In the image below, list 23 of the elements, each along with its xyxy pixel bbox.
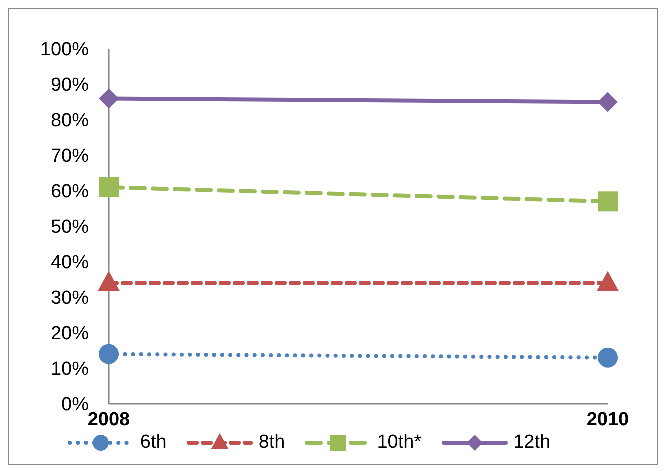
legend-label: 10th*: [377, 432, 422, 454]
y-tick-label: 50%: [50, 217, 90, 238]
y-tick-label: 0%: [62, 394, 90, 416]
x-tick-label: 2010: [586, 409, 630, 430]
legend-label: 8th: [258, 432, 286, 454]
y-tick-label: 100%: [40, 40, 90, 61]
legend-label: 12th: [514, 432, 551, 454]
y-tick-label: 80%: [50, 110, 90, 132]
y-tick-label: 40%: [50, 252, 90, 274]
y-tick-label: 10%: [50, 359, 90, 380]
point: [99, 88, 119, 109]
point: [99, 344, 119, 364]
point: [598, 192, 618, 212]
point: [99, 177, 119, 198]
point: [598, 92, 618, 112]
point: [598, 348, 618, 368]
y-tick-label: 20%: [50, 324, 90, 345]
y-tick-label: 30%: [50, 288, 90, 310]
legend-label: 6th: [140, 432, 167, 454]
x-tick-label: 2008: [88, 409, 130, 430]
y-tick-label: 70%: [50, 146, 90, 168]
y-tick-label: 90%: [50, 75, 90, 96]
y-tick-label: 60%: [50, 182, 90, 203]
